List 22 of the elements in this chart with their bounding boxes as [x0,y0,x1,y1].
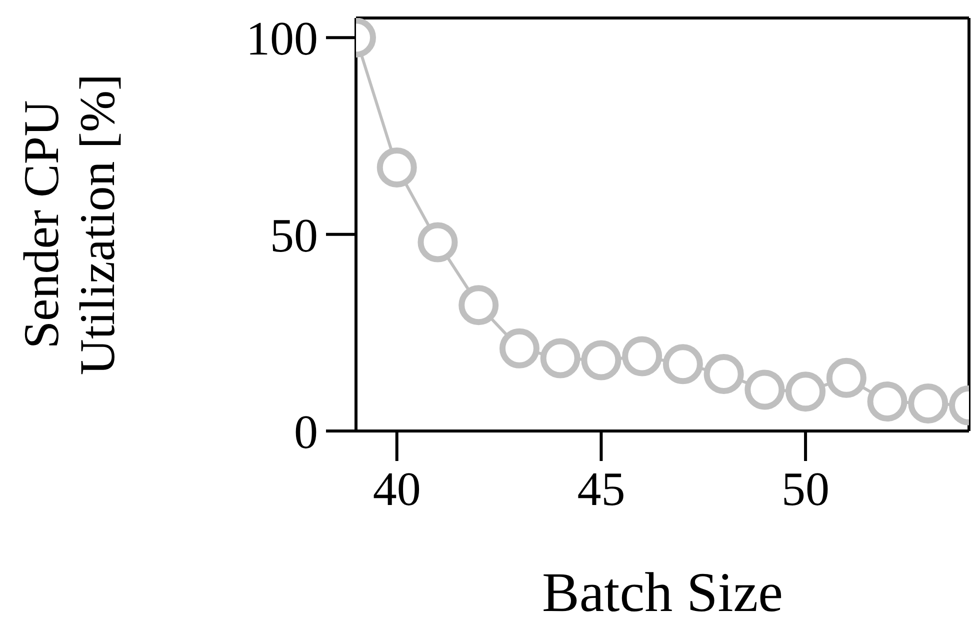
y-tick-label: 100 [246,12,318,66]
y-tick-label: 0 [294,406,318,460]
point [867,382,908,422]
x-tick-label: 45 [577,463,626,516]
point [908,383,948,424]
x-tick-label: 50 [782,463,830,516]
point [581,340,622,380]
x-axis-title: Batch Size [542,562,784,624]
x-tick-label: 40 [372,463,421,516]
y-tick-label: 50 [270,209,318,262]
point [622,336,662,376]
point [376,147,417,188]
point [418,222,458,262]
point [662,344,703,384]
point [704,354,744,394]
point [826,358,866,398]
y-axis-title: Sender CPU Utilization [%] [13,74,125,376]
point [786,372,826,412]
point [458,285,499,326]
point [744,370,785,410]
point [499,328,540,368]
point [540,338,580,378]
